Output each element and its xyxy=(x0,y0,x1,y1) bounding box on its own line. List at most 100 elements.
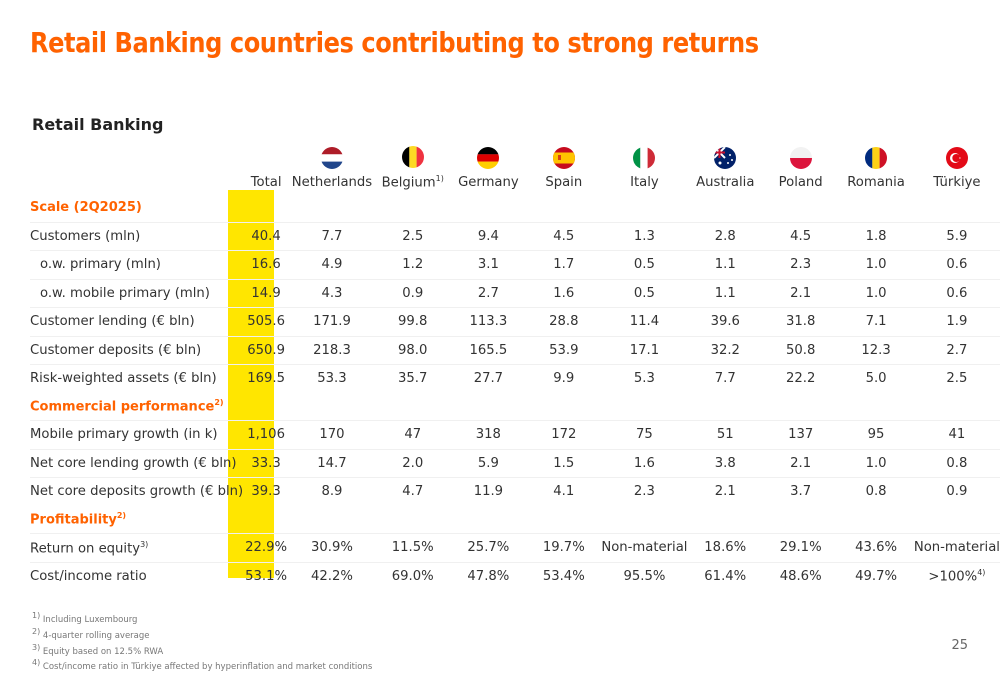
empty-cell xyxy=(914,506,1000,534)
total-value-cell: 39.3 xyxy=(243,477,290,506)
retail-banking-table: Total Netherlands Belgium1) Germany Spain Ita… xyxy=(30,138,1000,590)
value-cell: 39.6 xyxy=(687,307,764,336)
value-cell: 75 xyxy=(601,420,688,449)
total-value-cell: 169.5 xyxy=(243,364,290,393)
footnote-text: Cost/income ratio in Türkiye affected by… xyxy=(40,662,373,673)
page-title: Retail Banking countries contributing to… xyxy=(30,26,759,59)
footnote: 4) Cost/income ratio in Türkiye affected… xyxy=(32,657,372,673)
empty-cell xyxy=(375,506,451,534)
empty-cell xyxy=(289,393,375,421)
value-cell: 53.3 xyxy=(289,364,375,393)
footnote-marker: 2) xyxy=(116,511,127,521)
footnote-marker: 2) xyxy=(214,398,224,408)
footnote-text: 4-quarter rolling average xyxy=(40,630,150,641)
turkiye-flag-icon xyxy=(945,147,968,169)
value-cell: 4.3 xyxy=(289,278,375,308)
column-label: Spain xyxy=(545,175,583,190)
empty-cell xyxy=(838,393,914,421)
italy-flag-icon xyxy=(633,147,656,169)
table-row: Return on equity3) 22.9% 30.9% 11.5% 25.7% 19… xyxy=(30,533,1000,562)
value-cell: 11.9 xyxy=(450,477,527,506)
value-cell: 41 xyxy=(913,420,1000,449)
column-header: Poland xyxy=(763,138,838,194)
table-row: Net core lending growth (€ bln) 33.3 14.7 2… xyxy=(30,448,1000,478)
section-header-row: Profitability2) xyxy=(30,506,1000,534)
footnote: 3) Equity based on 12.5% RWA xyxy=(32,642,372,658)
empty-cell xyxy=(914,194,1000,222)
table-row: Cost/income ratio 53.1% 42.2% 69.0% 47.8% 53.… xyxy=(30,561,1000,590)
column-header: Spain xyxy=(526,138,601,194)
value-cell: 7.7 xyxy=(289,221,375,251)
value-cell: 4.9 xyxy=(289,250,375,279)
value-cell: 18.6% xyxy=(687,533,764,562)
footnote-marker: 3) xyxy=(140,539,149,549)
empty-cell xyxy=(451,194,527,222)
value-cell: 0.5 xyxy=(601,250,688,279)
value-cell: 19.7% xyxy=(526,533,602,562)
empty-cell xyxy=(243,506,289,534)
empty-cell xyxy=(601,506,687,534)
value-cell: 2.5 xyxy=(374,221,451,251)
empty-cell xyxy=(838,194,914,222)
column-header: Germany xyxy=(451,138,527,194)
value-cell: 4.7 xyxy=(374,477,451,506)
empty-cell xyxy=(763,194,838,222)
row-label: Risk-weighted assets (€ bln) xyxy=(30,364,244,393)
netherlands-flag-icon xyxy=(320,147,343,169)
value-cell: 165.5 xyxy=(450,335,527,365)
column-label: Italy xyxy=(630,175,659,190)
value-cell: Non-material xyxy=(913,533,1000,562)
value-cell: 2.3 xyxy=(763,250,839,279)
empty-cell xyxy=(375,194,451,222)
value-cell: 3.8 xyxy=(687,448,764,478)
empty-cell xyxy=(526,194,601,222)
value-cell: 3.1 xyxy=(450,250,527,279)
australia-flag-icon xyxy=(714,147,737,169)
value-cell: 8.9 xyxy=(289,477,375,506)
row-label: Cost/income ratio xyxy=(30,561,244,590)
footnote-text: Equity based on 12.5% RWA xyxy=(40,646,164,657)
empty-cell xyxy=(243,393,289,421)
value-cell: 35.7 xyxy=(374,364,451,393)
row-label: Customer lending (€ bln) xyxy=(30,307,244,336)
value-cell: 28.8 xyxy=(526,307,602,336)
value-cell: 4.1 xyxy=(526,477,602,506)
value-cell: 0.8 xyxy=(838,477,914,506)
value-cell: 17.1 xyxy=(601,335,688,365)
empty-cell xyxy=(526,393,601,421)
section-title: Commercial performance2) xyxy=(30,398,224,415)
value-cell: 47 xyxy=(374,420,451,449)
total-value-cell: 505.6 xyxy=(243,307,290,336)
value-cell: 1.6 xyxy=(601,448,688,478)
value-cell: 11.5% xyxy=(374,533,451,562)
value-cell: 4.5 xyxy=(763,221,839,251)
romania-flag-icon xyxy=(865,147,888,169)
value-cell: 2.5 xyxy=(913,364,1000,393)
value-cell: 0.6 xyxy=(913,278,1000,308)
total-value-cell: 22.9% xyxy=(243,533,290,562)
empty-cell xyxy=(838,506,914,534)
value-cell: 99.8 xyxy=(374,307,451,336)
table-row: Customers (mln) 40.4 7.7 2.5 9.4 4.5 1.3 2.8 4.5… xyxy=(30,221,1000,251)
table-row: Net core deposits growth (€ bln) 39.3 8.9 4… xyxy=(30,477,1000,506)
column-header: Netherlands xyxy=(289,138,375,194)
value-cell: 50.8 xyxy=(763,335,839,365)
value-cell: 53.9 xyxy=(526,335,602,365)
table-row: o.w. mobile primary (mln) 14.9 4.3 0.9 2.7 1.… xyxy=(30,278,1000,308)
value-cell: Non-material xyxy=(601,533,688,562)
value-cell: 14.7 xyxy=(289,448,375,478)
value-cell: 2.3 xyxy=(601,477,688,506)
footnote-marker: 1) xyxy=(435,173,444,183)
value-cell: 0.9 xyxy=(913,477,1000,506)
value-cell: 1.0 xyxy=(838,448,914,478)
column-header: Australia xyxy=(687,138,763,194)
column-label: Total xyxy=(250,175,282,190)
table-row: Customer lending (€ bln) 505.6 171.9 99.8 11… xyxy=(30,307,1000,336)
footnote-marker: 4) xyxy=(32,658,41,668)
footnote-marker: 3) xyxy=(32,642,41,652)
row-label: Net core lending growth (€ bln) xyxy=(30,448,244,478)
row-label: Net core deposits growth (€ bln) xyxy=(30,477,244,506)
section-header-row: Scale (2Q2025) xyxy=(30,194,1000,222)
value-cell: 9.9 xyxy=(526,364,602,393)
value-cell: 51 xyxy=(687,420,764,449)
